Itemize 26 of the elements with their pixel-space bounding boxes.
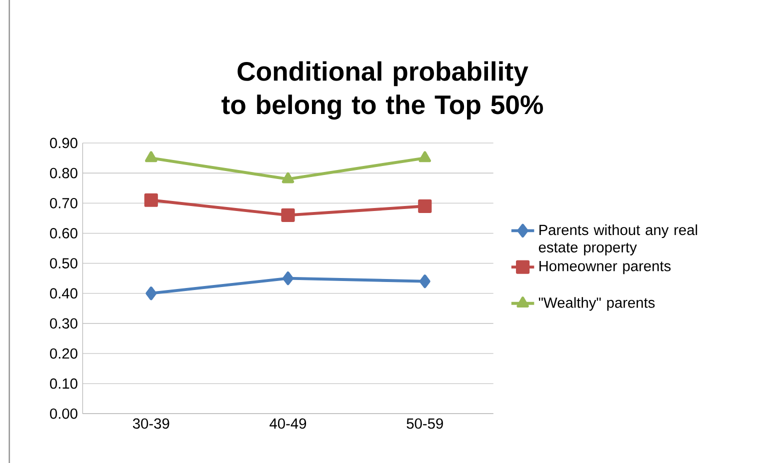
legend-label: Homeowner parents (539, 261, 671, 274)
legend-label: "Wealthy" parents (538, 297, 655, 311)
y-tick-label: 0.90 (50, 138, 78, 148)
chart-title: Conditional probability to belong to the Top 50% (222, 61, 543, 120)
y-tick-label: 0.20 (50, 348, 78, 359)
y-tick-label: 0.70 (50, 198, 78, 208)
y-tick-label: 0.80 (50, 168, 78, 178)
point (145, 151, 158, 162)
point (144, 193, 158, 207)
point (418, 151, 431, 162)
x-tick-label: 50-59 (406, 418, 443, 429)
point (282, 172, 294, 184)
point (282, 272, 294, 286)
y-tick-label: 0.10 (50, 378, 78, 389)
point (281, 208, 295, 222)
legend-label: Parents without any real estate property (538, 224, 698, 256)
point (146, 286, 157, 300)
y-tick-label: 0.30 (50, 318, 78, 329)
y-tick-label: 0.50 (50, 258, 78, 268)
y-tick-label: 0.60 (50, 228, 78, 238)
x-tick-label: 30-39 (132, 418, 170, 429)
point (419, 274, 430, 288)
point (418, 199, 432, 213)
y-tick-label: 0.00 (50, 408, 78, 419)
y-tick-label: 0.40 (50, 288, 78, 299)
x-tick-label: 40-49 (270, 418, 306, 429)
